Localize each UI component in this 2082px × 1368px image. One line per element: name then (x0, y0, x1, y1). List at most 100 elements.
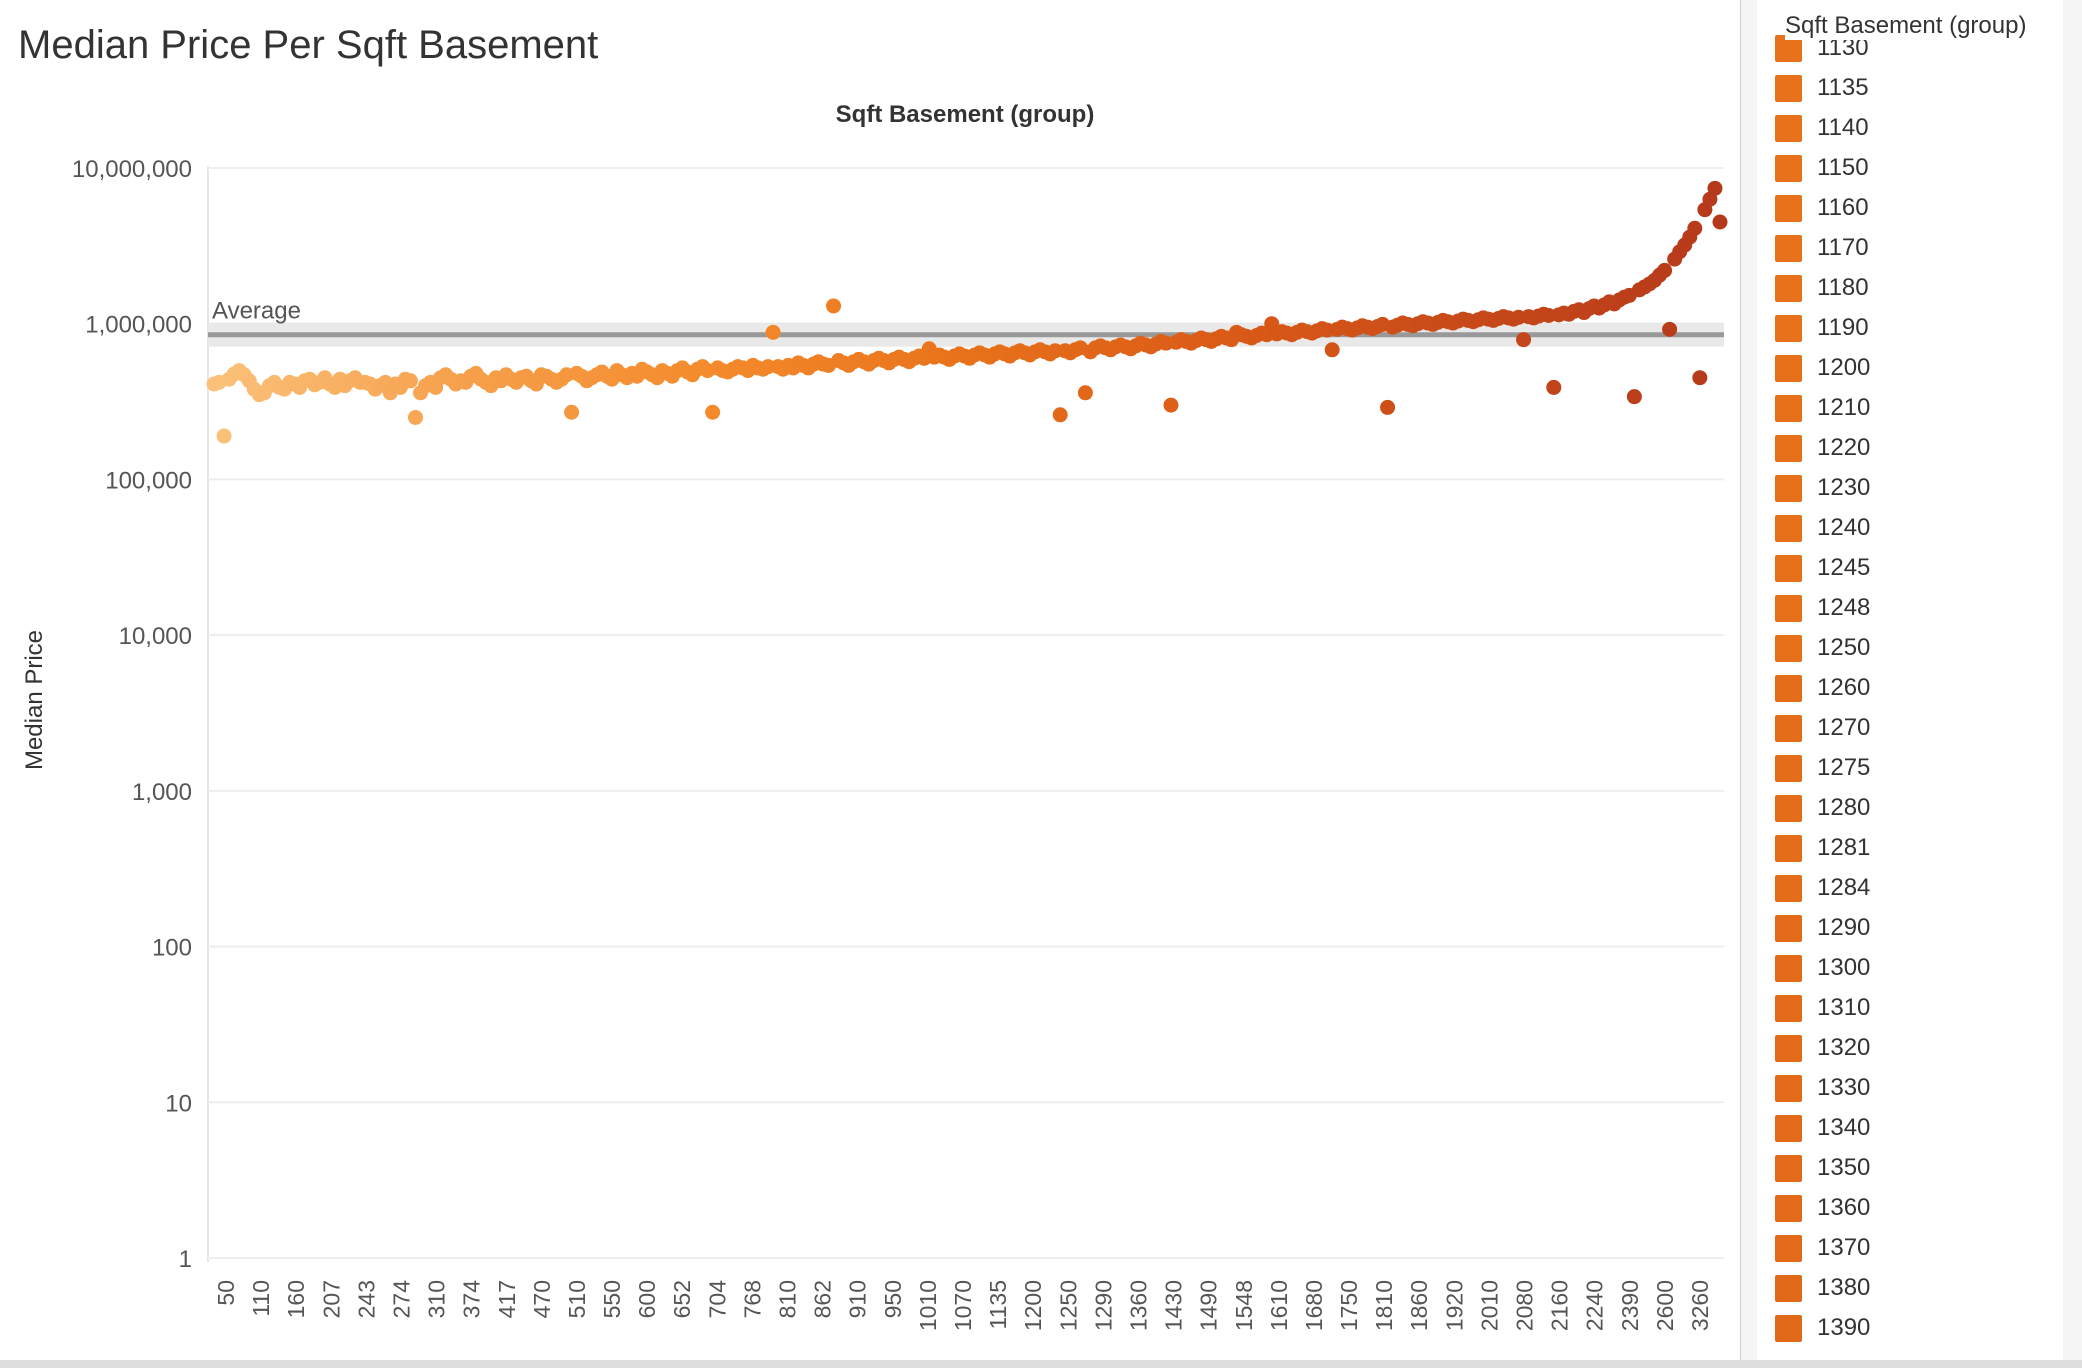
legend-item[interactable]: 1340 (1775, 1112, 2055, 1142)
data-point[interactable] (402, 373, 418, 389)
x-tick-label: 1680 (1301, 1280, 1327, 1331)
legend-item[interactable]: 1360 (1775, 1192, 2055, 1222)
legend-label: 1320 (1817, 1034, 1871, 1061)
legend-item[interactable]: 1135 (1775, 72, 2055, 102)
legend-item[interactable]: 1248 (1775, 592, 2055, 622)
legend-label: 1310 (1817, 994, 1871, 1021)
legend-swatch (1775, 1235, 1802, 1262)
legend-item[interactable]: 1200 (1775, 352, 2055, 382)
legend-swatch (1775, 1115, 1802, 1142)
y-tick-label: 100 (152, 935, 192, 962)
data-point[interactable] (216, 428, 232, 444)
legend-item[interactable]: 1300 (1775, 952, 2055, 982)
x-tick-label: 1290 (1090, 1280, 1116, 1331)
legend-swatch (1775, 995, 1802, 1022)
legend-swatch (1775, 555, 1802, 582)
bottom-scrollbar[interactable] (0, 1360, 2082, 1368)
data-point[interactable] (1324, 342, 1340, 358)
data-point[interactable] (1712, 214, 1728, 230)
data-points (206, 180, 1728, 444)
legend-item[interactable]: 1190 (1775, 312, 2055, 342)
x-tick-label: 1360 (1125, 1280, 1151, 1331)
data-point[interactable] (564, 404, 580, 420)
legend-item[interactable]: 1390 (1775, 1312, 2055, 1342)
data-point[interactable] (1077, 385, 1093, 401)
legend-item[interactable]: 1240 (1775, 512, 2055, 542)
x-tick-label: 600 (634, 1280, 660, 1318)
legend-item[interactable]: 1280 (1775, 792, 2055, 822)
y-tick-label: 1 (179, 1246, 192, 1273)
data-point[interactable] (407, 409, 423, 425)
legend-scroll-area[interactable]: 1130 1135 1140 1150 1160 1170 1180 1190 1200 1210… (1757, 0, 2063, 1360)
legend-label: 1250 (1817, 634, 1871, 661)
legend-item[interactable]: 1370 (1775, 1232, 2055, 1262)
data-point[interactable] (1163, 397, 1179, 413)
legend-item[interactable]: 1150 (1775, 152, 2055, 182)
data-point[interactable] (1380, 399, 1396, 415)
legend-item[interactable]: 1290 (1775, 912, 2055, 942)
x-tick-label: 2390 (1617, 1280, 1643, 1331)
chart-title: Median Price Per Sqft Basement (18, 23, 598, 67)
legend-label: 1240 (1817, 514, 1871, 541)
legend-item[interactable]: 1180 (1775, 272, 2055, 302)
legend-item[interactable]: 1230 (1775, 472, 2055, 502)
legend-item[interactable]: 1281 (1775, 832, 2055, 862)
legend-label: 1135 (1817, 74, 1869, 101)
x-tick-label: 2160 (1547, 1280, 1573, 1331)
data-point[interactable] (1657, 262, 1673, 278)
legend-item[interactable]: 1380 (1775, 1272, 2055, 1302)
data-point[interactable] (1052, 407, 1068, 423)
x-tick-label: 810 (775, 1280, 801, 1318)
legend-swatch (1775, 1315, 1802, 1342)
y-tick-label: 1,000 (132, 779, 192, 806)
x-tick-label: 1200 (1020, 1280, 1046, 1331)
legend-label: 1140 (1817, 114, 1869, 141)
x-tick-label: 2080 (1512, 1280, 1538, 1331)
legend-label: 1340 (1817, 1114, 1871, 1141)
y-axis-label: Median Price (21, 630, 48, 770)
legend-item[interactable]: 1220 (1775, 432, 2055, 462)
legend-item[interactable]: 1330 (1775, 1072, 2055, 1102)
legend-panel: 1130 1135 1140 1150 1160 1170 1180 1190 1200 1210… (1740, 0, 2082, 1368)
x-tick-label: 1810 (1371, 1280, 1397, 1331)
data-point[interactable] (1626, 389, 1642, 405)
legend-item[interactable]: 1140 (1775, 112, 2055, 142)
legend-label: 1180 (1817, 274, 1869, 301)
data-point[interactable] (1707, 180, 1723, 196)
legend-item[interactable]: 1310 (1775, 992, 2055, 1022)
data-point[interactable] (765, 324, 781, 340)
legend-swatch (1775, 355, 1802, 382)
legend-item[interactable]: 1250 (1775, 632, 2055, 662)
legend-item[interactable]: 1350 (1775, 1152, 2055, 1182)
data-point[interactable] (1692, 370, 1708, 386)
y-tick-label: 100,000 (105, 467, 192, 494)
data-point[interactable] (705, 404, 721, 420)
data-point[interactable] (1687, 220, 1703, 236)
legend-swatch (1775, 595, 1802, 622)
data-point[interactable] (1516, 332, 1532, 348)
x-tick-label: 1860 (1406, 1280, 1432, 1331)
legend-item[interactable]: 1270 (1775, 712, 2055, 742)
legend-item[interactable]: 1260 (1775, 672, 2055, 702)
legend-item[interactable]: 1320 (1775, 1032, 2055, 1062)
data-point[interactable] (1662, 321, 1678, 337)
legend-label: 1390 (1817, 1314, 1871, 1341)
legend-item[interactable]: 1245 (1775, 552, 2055, 582)
legend-item[interactable]: 1210 (1775, 392, 2055, 422)
x-tick-label: 110 (248, 1280, 274, 1317)
legend-label: 1245 (1817, 554, 1871, 581)
legend-swatch (1775, 795, 1802, 822)
y-tick-label: 10,000 (119, 623, 192, 650)
legend-item[interactable]: 1275 (1775, 752, 2055, 782)
legend-item[interactable]: 1284 (1775, 872, 2055, 902)
y-axis-ticks: 10,000,000 1,000,000 100,000 10,000 1,000 100… (72, 156, 192, 1273)
data-point[interactable] (826, 298, 842, 314)
legend-swatch (1775, 1275, 1802, 1302)
data-point[interactable] (1546, 379, 1562, 395)
legend-item[interactable]: 1160 (1775, 192, 2055, 222)
legend-swatch (1775, 435, 1802, 462)
legend-swatch (1775, 755, 1802, 782)
legend-item[interactable]: 1170 (1775, 232, 2055, 262)
x-tick-label: 1920 (1441, 1280, 1467, 1331)
x-tick-label: 2600 (1652, 1280, 1678, 1331)
